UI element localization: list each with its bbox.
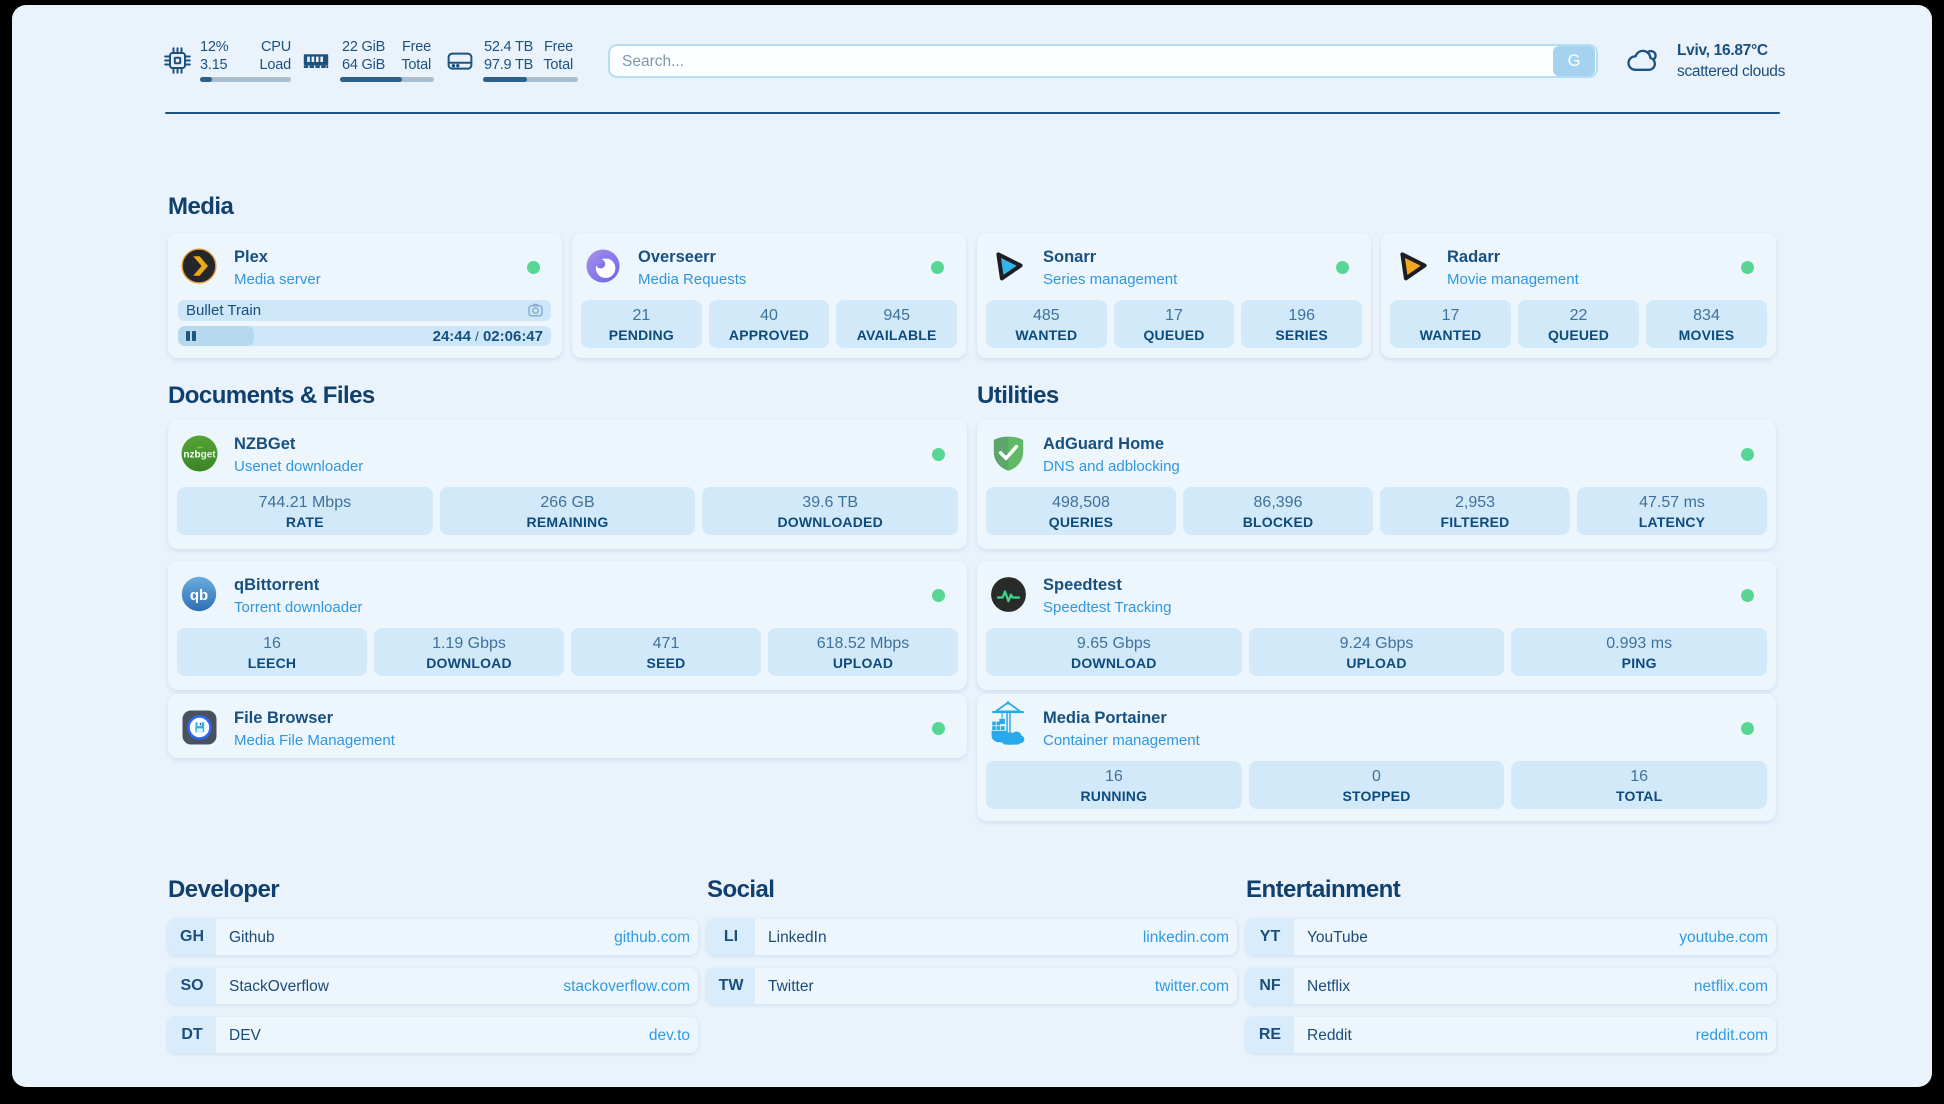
svg-text:qb: qb: [190, 587, 208, 604]
svg-text:nzbget: nzbget: [183, 450, 216, 461]
